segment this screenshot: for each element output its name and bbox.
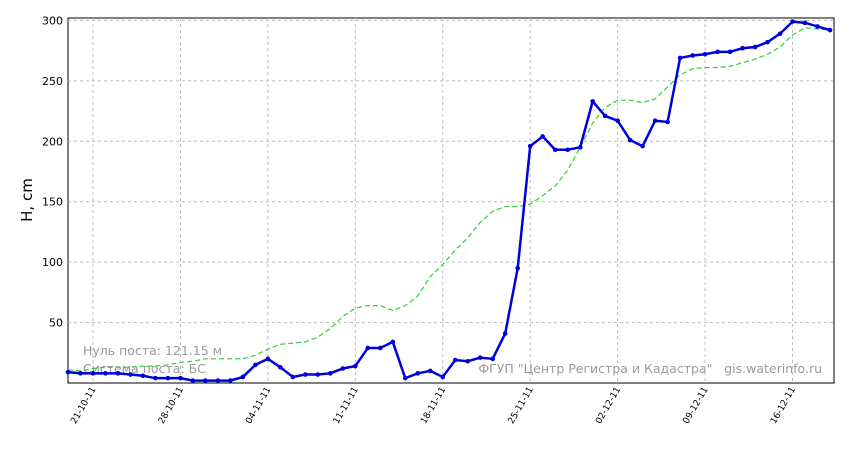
point bbox=[190, 378, 196, 383]
plot-frame bbox=[67, 17, 835, 384]
x-tick-label: 18-11-11 bbox=[419, 386, 448, 426]
point bbox=[790, 19, 795, 24]
x-tick-label: 02-12-11 bbox=[594, 386, 623, 426]
x-tick-label: 25-11-11 bbox=[507, 386, 536, 426]
point bbox=[253, 362, 258, 368]
point bbox=[203, 378, 208, 383]
point bbox=[353, 363, 358, 369]
y-tick-label: 300 bbox=[42, 14, 63, 27]
point bbox=[527, 143, 533, 149]
y-tick-label: 100 bbox=[42, 256, 63, 269]
x-tick-label: 11-11-11 bbox=[332, 386, 361, 426]
point bbox=[702, 51, 708, 57]
series-line bbox=[67, 20, 831, 382]
point bbox=[128, 372, 133, 377]
point bbox=[765, 39, 770, 45]
point bbox=[740, 45, 745, 51]
x-tick-label: 16-12-11 bbox=[769, 386, 798, 426]
point bbox=[415, 371, 421, 376]
point bbox=[153, 375, 158, 381]
point bbox=[402, 375, 408, 381]
point bbox=[440, 374, 446, 380]
x-tick-label: 21-10-11 bbox=[69, 386, 98, 426]
point bbox=[515, 265, 521, 271]
point bbox=[215, 378, 221, 383]
point bbox=[265, 356, 271, 362]
point bbox=[815, 24, 820, 29]
point bbox=[752, 44, 758, 50]
point bbox=[377, 345, 383, 351]
point bbox=[477, 355, 483, 360]
point bbox=[665, 119, 670, 125]
point bbox=[565, 147, 570, 153]
point bbox=[577, 145, 583, 150]
x-tick-label: 09-12-11 bbox=[682, 386, 711, 426]
point bbox=[727, 49, 733, 55]
point bbox=[103, 371, 108, 376]
point bbox=[677, 55, 683, 61]
point bbox=[777, 31, 783, 37]
point bbox=[427, 368, 433, 374]
y-tick-label: 200 bbox=[42, 135, 63, 148]
annotation: ФГУП "Центр Регистра и Кадастра" gis.wat… bbox=[478, 361, 822, 376]
point bbox=[365, 345, 371, 351]
point bbox=[540, 134, 545, 139]
point bbox=[278, 364, 283, 370]
point bbox=[65, 369, 71, 375]
point bbox=[178, 375, 183, 381]
point bbox=[465, 358, 471, 364]
point bbox=[615, 118, 620, 124]
point bbox=[640, 143, 645, 149]
point bbox=[827, 27, 833, 33]
x-tick-label: 04-11-11 bbox=[244, 386, 273, 426]
point bbox=[452, 357, 458, 363]
point bbox=[303, 372, 308, 377]
point bbox=[552, 147, 558, 153]
point bbox=[315, 372, 321, 377]
point bbox=[140, 373, 146, 379]
point bbox=[165, 375, 171, 381]
point bbox=[802, 20, 808, 26]
y-tick-label: 250 bbox=[42, 75, 63, 88]
point bbox=[340, 366, 346, 371]
point bbox=[652, 118, 658, 124]
y-tick-label: 150 bbox=[42, 196, 63, 209]
point bbox=[328, 371, 333, 376]
point bbox=[627, 137, 633, 143]
point bbox=[590, 99, 595, 104]
point bbox=[490, 356, 496, 362]
point bbox=[390, 339, 396, 345]
point bbox=[602, 113, 608, 119]
y-axis-label: H, cm bbox=[18, 178, 36, 222]
point bbox=[90, 371, 96, 376]
point bbox=[240, 374, 246, 380]
series-line bbox=[67, 27, 831, 372]
annotation: Нуль поста: 121.15 м bbox=[83, 343, 222, 358]
point bbox=[690, 53, 695, 58]
y-tick-label: 50 bbox=[49, 317, 63, 330]
x-tick-label: 28-10-11 bbox=[157, 386, 186, 426]
point bbox=[715, 49, 720, 55]
point bbox=[78, 371, 83, 376]
point bbox=[290, 374, 296, 380]
point bbox=[502, 331, 508, 336]
point bbox=[228, 378, 233, 383]
point bbox=[115, 371, 121, 376]
